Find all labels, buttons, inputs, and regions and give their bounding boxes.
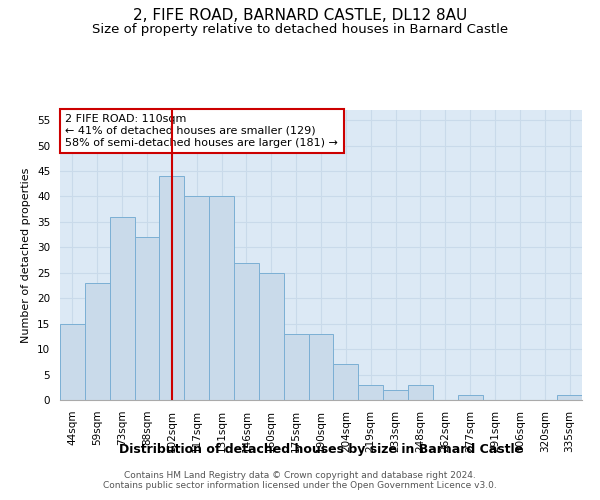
Bar [358,384,383,400]
Bar [259,273,284,400]
Bar [284,334,308,400]
Y-axis label: Number of detached properties: Number of detached properties [22,168,31,342]
Bar [408,384,433,400]
Text: Size of property relative to detached houses in Barnard Castle: Size of property relative to detached ho… [92,22,508,36]
Bar [234,262,259,400]
Bar [209,196,234,400]
Bar [383,390,408,400]
Bar [60,324,85,400]
Bar [85,283,110,400]
Bar [134,237,160,400]
Bar [557,395,582,400]
Bar [308,334,334,400]
Text: Distribution of detached houses by size in Barnard Castle: Distribution of detached houses by size … [119,442,523,456]
Bar [184,196,209,400]
Text: 2 FIFE ROAD: 110sqm
← 41% of detached houses are smaller (129)
58% of semi-detac: 2 FIFE ROAD: 110sqm ← 41% of detached ho… [65,114,338,148]
Bar [160,176,184,400]
Text: 2, FIFE ROAD, BARNARD CASTLE, DL12 8AU: 2, FIFE ROAD, BARNARD CASTLE, DL12 8AU [133,8,467,22]
Bar [458,395,482,400]
Bar [334,364,358,400]
Bar [110,217,134,400]
Text: Contains HM Land Registry data © Crown copyright and database right 2024.
Contai: Contains HM Land Registry data © Crown c… [103,470,497,490]
